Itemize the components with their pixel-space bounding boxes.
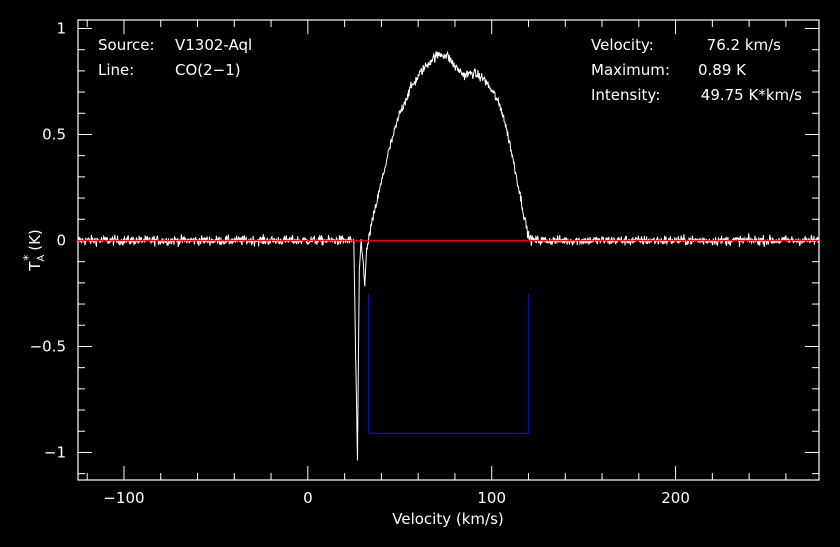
- y-tick-label: −1: [44, 443, 66, 461]
- x-tick-label: 200: [661, 489, 690, 507]
- line-label: Line:: [98, 61, 134, 79]
- spectrum-line: [77, 50, 820, 461]
- source-value: V1302-Aql: [175, 36, 252, 54]
- maximum-label: Maximum:: [591, 61, 670, 79]
- x-tick-label: 100: [477, 489, 506, 507]
- plot-frame: [77, 19, 820, 481]
- series-layer: [77, 50, 820, 461]
- velocity-window: [367, 293, 530, 435]
- line-value: CO(2−1): [175, 61, 241, 79]
- x-axis-label: Velocity (km/s): [392, 510, 503, 528]
- maximum-value: 0.89 K: [698, 61, 747, 79]
- velocity-label: Velocity:: [591, 36, 654, 54]
- annotation-left: Source: V1302-Aql Line: CO(2−1): [98, 36, 252, 79]
- annotation-right: Velocity: 76.2 km/s Maximum: 0.89 K Inte…: [591, 36, 802, 104]
- x-tick-label: 0: [303, 489, 313, 507]
- y-tick-label: 0: [56, 231, 66, 249]
- x-tick-label: −100: [103, 489, 144, 507]
- axis-ticks: −100 0 100 200 1 0.5 0 −0.5 −1: [30, 19, 819, 507]
- svg-text:TA*(K): TA*(K): [21, 229, 47, 272]
- source-label: Source:: [98, 36, 155, 54]
- intensity-label: Intensity:: [591, 86, 660, 104]
- velocity-value: 76.2 km/s: [707, 36, 782, 54]
- y-axis-label: TA*(K): [21, 229, 47, 272]
- y-tick-label: −0.5: [30, 337, 66, 355]
- intensity-value: 49.75 K*km/s: [701, 86, 802, 104]
- y-tick-label: 0.5: [42, 125, 66, 143]
- y-tick-label: 1: [56, 19, 66, 37]
